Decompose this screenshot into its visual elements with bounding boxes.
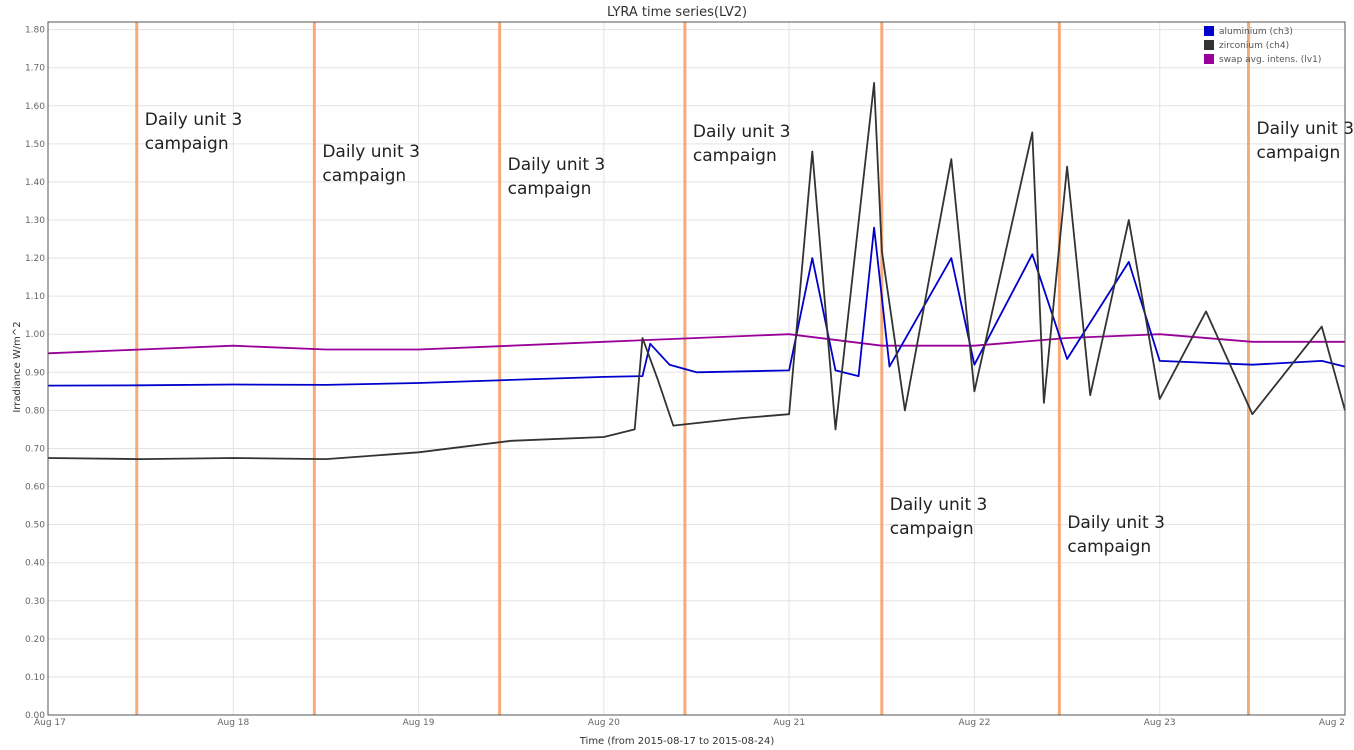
- x-tick-label: Aug 20: [588, 718, 620, 728]
- annotation-line1: Daily unit 3: [508, 155, 606, 175]
- y-tick-label: 1.10: [25, 292, 45, 302]
- annotation-line2: campaign: [508, 179, 592, 199]
- x-tick-label: Aug 18: [217, 718, 249, 728]
- chart-title: LYRA time series(LV2): [607, 5, 747, 20]
- annotation-line1: Daily unit 3: [1256, 119, 1354, 139]
- y-tick-label: 0.50: [25, 521, 45, 531]
- legend-label: swap avg. intens. (lv1): [1219, 55, 1321, 65]
- annotation-line1: Daily unit 3: [890, 495, 988, 515]
- x-tick-label: Aug 17: [34, 718, 66, 728]
- y-axis-label: Irradiance W/m^2: [12, 321, 23, 412]
- legend-swatch: [1204, 40, 1214, 50]
- y-tick-label: 0.10: [25, 673, 45, 683]
- annotation-line2: campaign: [693, 146, 777, 166]
- annotation-line2: campaign: [1256, 143, 1340, 163]
- annotation-line1: Daily unit 3: [1067, 513, 1165, 533]
- y-tick-label: 1.80: [25, 26, 45, 36]
- legend-label: aluminium (ch3): [1219, 27, 1293, 37]
- x-tick-label: Aug 21: [773, 718, 805, 728]
- y-tick-label: 0.90: [25, 368, 45, 378]
- annotation-line2: campaign: [890, 519, 974, 539]
- y-tick-label: 0.20: [25, 635, 45, 645]
- y-tick-label: 1.20: [25, 254, 45, 264]
- y-tick-label: 0.80: [25, 406, 45, 416]
- y-tick-label: 0.60: [25, 483, 45, 493]
- legend-swatch: [1204, 26, 1214, 36]
- annotation-line2: campaign: [1067, 537, 1151, 557]
- annotation-line1: Daily unit 3: [322, 142, 420, 162]
- annotation-line1: Daily unit 3: [145, 110, 243, 130]
- legend-label: zirconium (ch4): [1219, 41, 1289, 51]
- x-tick-label: Aug 19: [403, 718, 435, 728]
- y-tick-label: 1.70: [25, 64, 45, 74]
- y-tick-label: 1.60: [25, 102, 45, 112]
- x-axis-label: Time (from 2015-08-17 to 2015-08-24): [579, 736, 775, 747]
- y-tick-label: 1.50: [25, 140, 45, 150]
- x-tick-label: Aug 23: [1144, 718, 1176, 728]
- x-tick-label: Aug 22: [958, 718, 990, 728]
- y-tick-label: 0.70: [25, 444, 45, 454]
- annotation-line2: campaign: [145, 134, 229, 154]
- annotation-line2: campaign: [322, 166, 406, 186]
- legend-swatch: [1204, 54, 1214, 64]
- annotation-line1: Daily unit 3: [693, 122, 791, 142]
- y-tick-label: 0.30: [25, 597, 45, 607]
- y-tick-label: 0.40: [25, 559, 45, 569]
- y-tick-label: 1.40: [25, 178, 45, 188]
- y-tick-label: 1.30: [25, 216, 45, 226]
- y-tick-label: 1.00: [25, 330, 45, 340]
- x-tick-label: Aug 2: [1319, 718, 1345, 728]
